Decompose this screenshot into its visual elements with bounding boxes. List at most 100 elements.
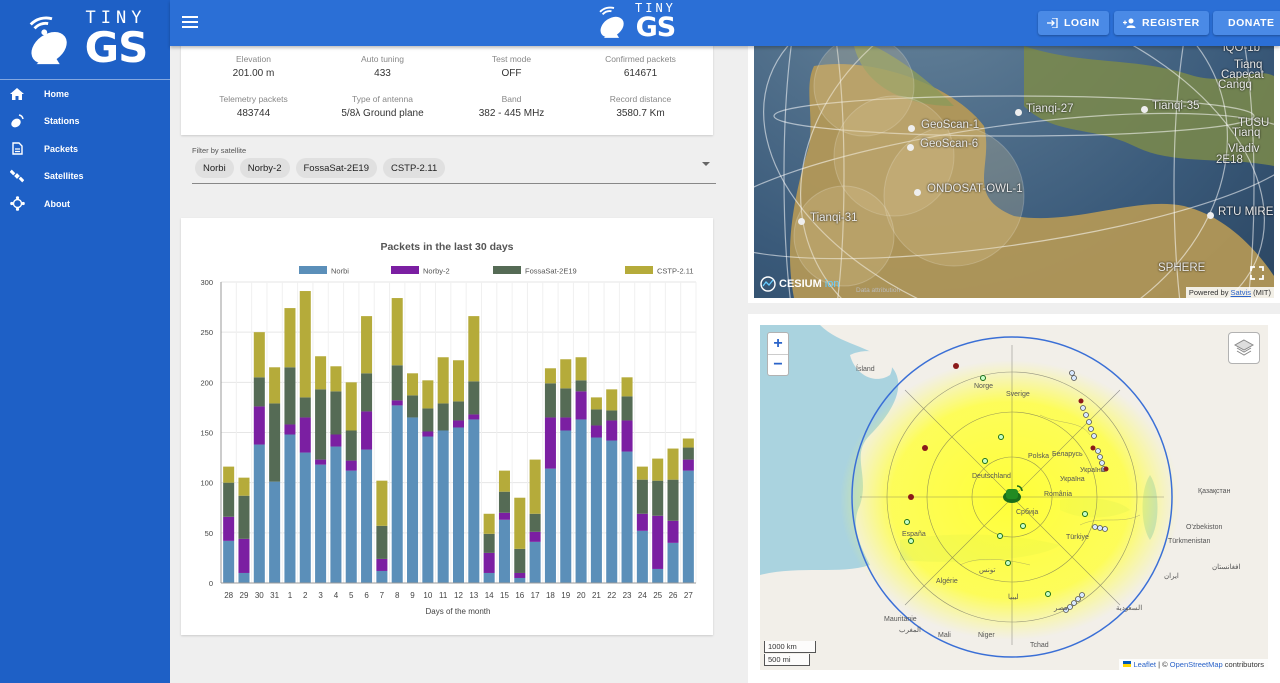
bar-segment[interactable] bbox=[422, 380, 434, 409]
satellite-marker[interactable] bbox=[907, 144, 914, 151]
bar-segment[interactable] bbox=[590, 425, 602, 438]
bar-segment[interactable] bbox=[498, 519, 510, 583]
bar-segment[interactable] bbox=[514, 577, 526, 583]
donate-button[interactable]: DONATE bbox=[1213, 11, 1280, 35]
bar-segment[interactable] bbox=[590, 397, 602, 410]
satellite-label[interactable]: Capecat bbox=[1221, 69, 1264, 81]
bar-segment[interactable] bbox=[621, 377, 633, 397]
satellite-label[interactable]: 2E18 bbox=[1216, 154, 1243, 166]
bar-segment[interactable] bbox=[345, 382, 357, 431]
bar-segment[interactable] bbox=[514, 548, 526, 573]
bar-segment[interactable] bbox=[345, 470, 357, 583]
bar-segment[interactable] bbox=[315, 464, 327, 583]
bar-segment[interactable] bbox=[636, 479, 648, 514]
bar-segment[interactable] bbox=[560, 430, 572, 583]
bar-segment[interactable] bbox=[238, 538, 250, 573]
satellite-position-marker[interactable] bbox=[908, 494, 914, 500]
bar-segment[interactable] bbox=[621, 420, 633, 452]
bar-segment[interactable] bbox=[284, 434, 296, 583]
bar-segment[interactable] bbox=[269, 403, 281, 482]
bar-segment[interactable] bbox=[560, 359, 572, 389]
sidebar-item-satellites[interactable]: Satellites bbox=[0, 163, 170, 191]
bar-segment[interactable] bbox=[468, 381, 480, 415]
bar-segment[interactable] bbox=[253, 406, 265, 445]
bar-segment[interactable] bbox=[544, 417, 556, 469]
sidebar-item-about[interactable]: About bbox=[0, 190, 170, 218]
bar-segment[interactable] bbox=[223, 516, 235, 541]
bar-segment[interactable] bbox=[422, 436, 434, 583]
satellite-label[interactable]: Tianq bbox=[1234, 59, 1263, 71]
bar-segment[interactable] bbox=[682, 438, 694, 448]
satvis-link[interactable]: Satvis bbox=[1230, 288, 1251, 297]
packet-marker[interactable] bbox=[982, 458, 988, 464]
bar-segment[interactable] bbox=[223, 466, 235, 483]
bar-segment[interactable] bbox=[652, 515, 664, 569]
satellite-label[interactable]: RTU MIRE bbox=[1218, 206, 1274, 218]
satellite-label[interactable]: Tianqi-35 bbox=[1152, 100, 1200, 112]
chip-fossasat-2e19[interactable]: FossaSat-2E19 bbox=[295, 158, 377, 178]
bar-segment[interactable] bbox=[636, 466, 648, 480]
bar-segment[interactable] bbox=[575, 419, 587, 583]
menu-icon[interactable] bbox=[182, 14, 198, 32]
bar-segment[interactable] bbox=[284, 424, 296, 435]
bar-segment[interactable] bbox=[223, 540, 235, 583]
bar-segment[interactable] bbox=[529, 541, 541, 583]
bar-segment[interactable] bbox=[391, 298, 403, 366]
bar-segment[interactable] bbox=[376, 480, 388, 526]
bar-segment[interactable] bbox=[667, 520, 679, 543]
sidebar-item-packets[interactable]: Packets bbox=[0, 135, 170, 163]
dropdown-arrow-icon[interactable] bbox=[702, 162, 710, 166]
satellite-filter-select[interactable]: Filter by satellite Norbi Norby-2 FossaS… bbox=[192, 146, 716, 184]
login-button[interactable]: LOGIN bbox=[1038, 11, 1109, 35]
packet-marker[interactable] bbox=[998, 434, 1004, 440]
bar-segment[interactable] bbox=[437, 403, 449, 431]
satellite-label[interactable]: Tianqi-27 bbox=[1026, 103, 1074, 115]
bar-segment[interactable] bbox=[606, 389, 618, 411]
chip-norbi[interactable]: Norbi bbox=[195, 158, 234, 178]
bar-segment[interactable] bbox=[498, 470, 510, 492]
bar-segment[interactable] bbox=[361, 316, 373, 374]
bar-segment[interactable] bbox=[575, 357, 587, 381]
bar-segment[interactable] bbox=[590, 409, 602, 426]
bar-segment[interactable] bbox=[590, 437, 602, 583]
bar-segment[interactable] bbox=[437, 357, 449, 404]
ground-station-marker[interactable] bbox=[1002, 483, 1026, 505]
bar-segment[interactable] bbox=[330, 446, 342, 583]
bar-segment[interactable] bbox=[452, 427, 465, 583]
bar-segment[interactable] bbox=[330, 434, 342, 447]
packet-marker[interactable] bbox=[1082, 511, 1088, 517]
bar-segment[interactable] bbox=[483, 552, 495, 573]
bar-segment[interactable] bbox=[284, 308, 296, 368]
bar-segment[interactable] bbox=[667, 448, 679, 480]
bar-segment[interactable] bbox=[606, 410, 618, 421]
bar-segment[interactable] bbox=[253, 377, 265, 407]
bar-segment[interactable] bbox=[575, 391, 587, 420]
bar-segment[interactable] bbox=[621, 396, 633, 421]
zoom-out-button[interactable]: − bbox=[768, 354, 788, 375]
packet-marker[interactable] bbox=[997, 533, 1003, 539]
bar-segment[interactable] bbox=[452, 401, 465, 421]
bar-segment[interactable] bbox=[667, 542, 679, 583]
bar-segment[interactable] bbox=[238, 477, 250, 496]
bar-segment[interactable] bbox=[376, 558, 388, 571]
bar-segment[interactable] bbox=[299, 417, 311, 453]
bar-segment[interactable] bbox=[560, 417, 572, 431]
bar-segment[interactable] bbox=[361, 411, 373, 450]
bar-segment[interactable] bbox=[315, 459, 327, 465]
bar-segment[interactable] bbox=[468, 316, 480, 382]
legend-swatch[interactable] bbox=[299, 266, 327, 274]
bar-segment[interactable] bbox=[253, 332, 265, 378]
bar-segment[interactable] bbox=[529, 531, 541, 542]
header-logo[interactable]: TINY GS bbox=[595, 2, 676, 41]
bar-segment[interactable] bbox=[652, 458, 664, 481]
packet-marker[interactable] bbox=[1005, 560, 1011, 566]
bar-segment[interactable] bbox=[238, 572, 250, 583]
bar-segment[interactable] bbox=[636, 513, 648, 531]
bar-segment[interactable] bbox=[575, 380, 587, 392]
packet-marker[interactable] bbox=[1045, 591, 1051, 597]
bar-segment[interactable] bbox=[299, 452, 311, 583]
leaflet-link[interactable]: Leaflet bbox=[1133, 660, 1157, 669]
bar-segment[interactable] bbox=[238, 495, 250, 539]
bar-segment[interactable] bbox=[299, 397, 311, 418]
satellite-marker[interactable] bbox=[914, 189, 921, 196]
